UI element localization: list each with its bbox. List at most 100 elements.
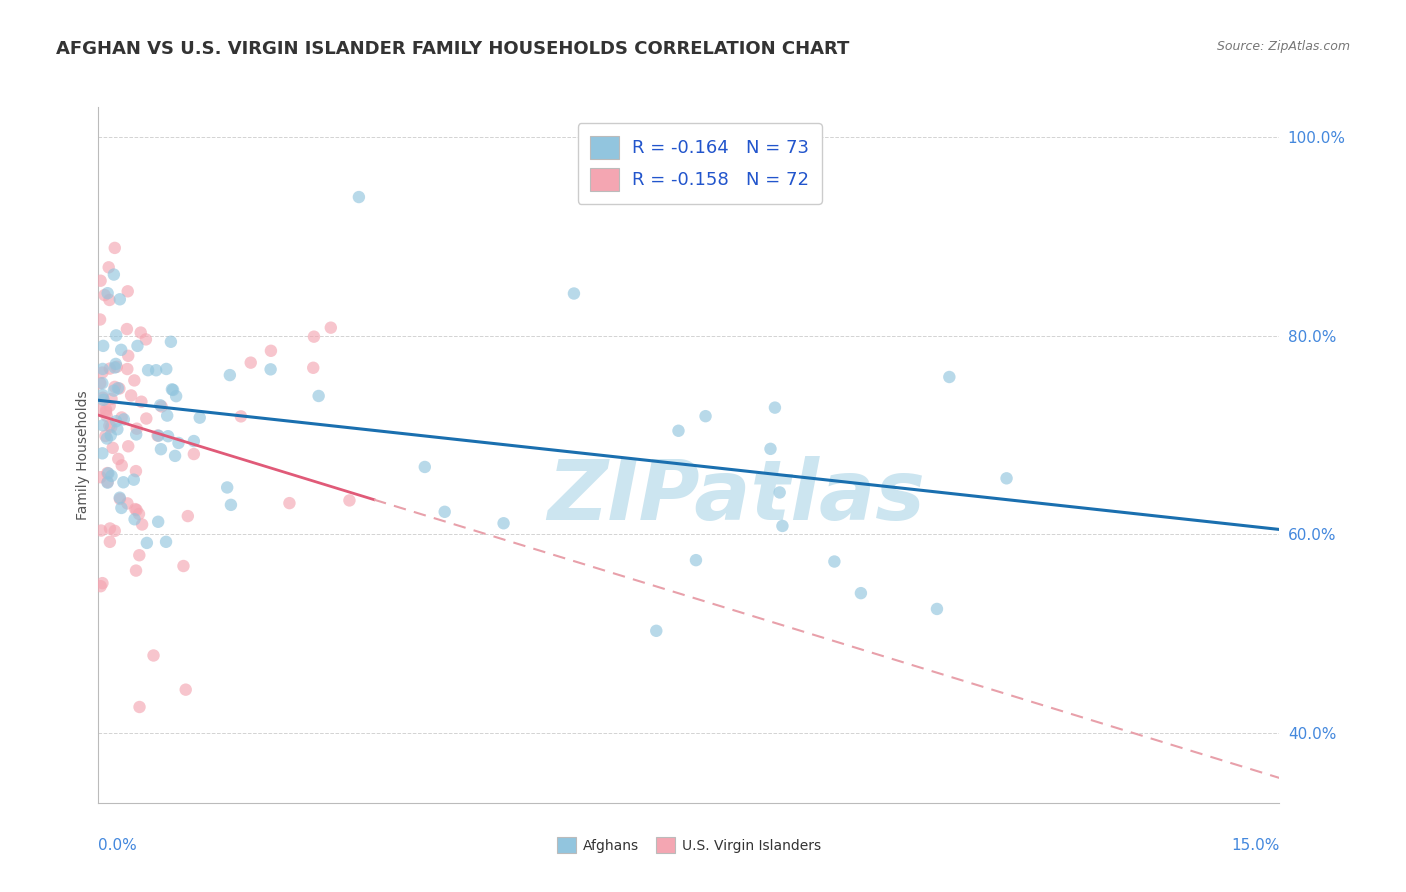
Point xyxy=(177,509,200,524)
Point xyxy=(278,496,301,510)
Text: 15.0%: 15.0% xyxy=(1232,838,1279,853)
Point xyxy=(100,428,122,442)
Point xyxy=(112,475,135,490)
Point xyxy=(96,466,118,480)
Point xyxy=(156,409,179,423)
Point xyxy=(131,394,153,409)
Point xyxy=(142,648,165,663)
Point xyxy=(668,424,690,438)
Point xyxy=(96,409,118,423)
Point xyxy=(112,412,135,426)
Point xyxy=(117,349,139,363)
Point xyxy=(110,343,132,357)
Point xyxy=(117,285,139,299)
Point xyxy=(91,446,114,460)
Point xyxy=(89,470,111,484)
Point xyxy=(89,376,111,391)
Point xyxy=(925,602,948,616)
Point xyxy=(97,286,120,301)
Point xyxy=(98,399,121,413)
Point xyxy=(108,491,131,506)
Point xyxy=(823,555,845,569)
Point xyxy=(100,469,122,483)
Text: ZIPatlas: ZIPatlas xyxy=(547,456,925,537)
Point xyxy=(165,389,187,403)
Point xyxy=(229,409,252,424)
Point xyxy=(157,429,180,443)
Point xyxy=(127,339,149,353)
Point xyxy=(98,361,121,376)
Text: Source: ZipAtlas.com: Source: ZipAtlas.com xyxy=(1216,40,1350,54)
Point xyxy=(218,368,240,383)
Point xyxy=(105,422,128,436)
Point xyxy=(125,422,148,436)
Point xyxy=(91,576,114,591)
Point xyxy=(89,312,111,326)
Point xyxy=(172,559,194,574)
Point xyxy=(120,388,142,402)
Point xyxy=(124,373,146,387)
Point xyxy=(433,505,456,519)
Point xyxy=(97,467,120,481)
Point xyxy=(128,700,150,714)
Point xyxy=(645,624,668,638)
Point xyxy=(763,401,786,415)
Point xyxy=(91,418,114,433)
Point xyxy=(183,434,205,448)
Point xyxy=(319,320,342,334)
Point xyxy=(100,420,122,434)
Point xyxy=(117,362,139,376)
Point xyxy=(104,357,127,371)
Point xyxy=(685,553,707,567)
Point xyxy=(259,362,281,376)
Point xyxy=(96,475,118,490)
Text: AFGHAN VS U.S. VIRGIN ISLANDER FAMILY HOUSEHOLDS CORRELATION CHART: AFGHAN VS U.S. VIRGIN ISLANDER FAMILY HO… xyxy=(56,40,849,58)
Point xyxy=(165,449,187,463)
Point xyxy=(413,459,436,474)
Point xyxy=(302,329,325,343)
Point xyxy=(108,293,131,307)
Point xyxy=(128,507,150,521)
Point xyxy=(91,366,114,380)
Point xyxy=(124,512,146,526)
Point xyxy=(125,564,148,578)
Point xyxy=(995,471,1018,485)
Point xyxy=(125,427,148,442)
Point xyxy=(146,515,169,529)
Point xyxy=(149,398,172,412)
Point xyxy=(90,274,112,288)
Point xyxy=(217,480,239,494)
Point xyxy=(695,409,717,424)
Legend: Afghans, U.S. Virgin Islanders: Afghans, U.S. Virgin Islanders xyxy=(551,831,827,858)
Point xyxy=(135,411,157,425)
Point xyxy=(111,410,134,425)
Point xyxy=(101,441,124,455)
Point xyxy=(104,360,127,375)
Point xyxy=(98,521,121,535)
Point xyxy=(219,498,242,512)
Point xyxy=(849,586,872,600)
Point xyxy=(160,383,183,397)
Point xyxy=(94,405,117,419)
Point xyxy=(96,432,118,446)
Point xyxy=(162,383,184,397)
Point xyxy=(562,286,585,301)
Point xyxy=(125,503,148,517)
Point xyxy=(347,190,370,204)
Point xyxy=(97,260,120,275)
Point xyxy=(117,496,139,510)
Point xyxy=(105,328,128,343)
Point xyxy=(94,402,117,417)
Point xyxy=(100,392,122,406)
Point xyxy=(145,363,167,377)
Point xyxy=(131,517,153,532)
Point xyxy=(492,516,515,531)
Point xyxy=(104,241,127,255)
Point xyxy=(239,356,262,370)
Point xyxy=(759,442,782,456)
Y-axis label: Family Households: Family Households xyxy=(76,390,90,520)
Point xyxy=(93,392,115,407)
Point xyxy=(111,458,134,473)
Point xyxy=(90,524,112,538)
Point xyxy=(125,464,148,478)
